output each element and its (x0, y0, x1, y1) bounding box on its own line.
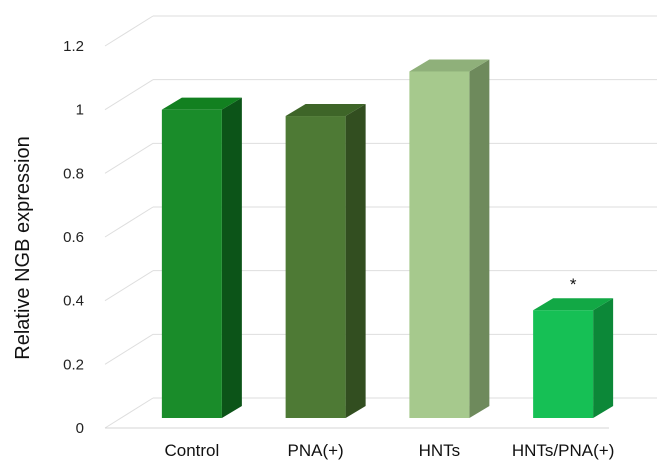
y-tick-label: 1.2 (63, 38, 84, 55)
y-axis-label: Relative NGB expression (12, 136, 34, 359)
x-axis-ticks: Control PNA(+) HNTs HNTs/PNA(+) (164, 441, 614, 460)
bar-side (221, 97, 242, 419)
gridline-diagonal (104, 206, 154, 238)
annotations: * (570, 275, 577, 294)
gridline-diagonal (104, 270, 154, 302)
y-tick-label: 0.6 (63, 229, 84, 246)
y-tick-label: 0.4 (63, 293, 84, 310)
x-tick-label: PNA(+) (288, 441, 344, 460)
gridline-diagonal (104, 142, 154, 174)
significance-marker: * (570, 275, 577, 294)
x-tick-label: HNTs/PNA(+) (512, 441, 614, 460)
bar (409, 71, 470, 418)
bar (161, 109, 222, 419)
y-tick-label: 1 (76, 102, 84, 119)
y-tick-label: 0.2 (63, 356, 84, 373)
bar-side (345, 104, 366, 419)
bar (285, 116, 346, 419)
gridline-diagonal (104, 79, 154, 111)
gridline-diagonal (104, 397, 154, 429)
bar-top (533, 298, 614, 311)
gridline-diagonal (104, 15, 154, 47)
y-axis-ticks: 0 0.2 0.4 0.6 0.8 1 1.2 (63, 38, 84, 437)
gridline-diagonal (104, 333, 154, 365)
bar-side (469, 59, 490, 418)
bar-top (161, 97, 242, 110)
bar-top (409, 59, 490, 72)
x-tick-label: HNTs (419, 441, 461, 460)
bar-top (285, 104, 366, 117)
bar-side (593, 298, 614, 418)
y-tick-label: 0.8 (63, 165, 84, 182)
y-tick-label: 0 (76, 420, 84, 437)
x-tick-label: Control (164, 441, 219, 460)
bars (161, 59, 614, 419)
bar (533, 310, 594, 418)
